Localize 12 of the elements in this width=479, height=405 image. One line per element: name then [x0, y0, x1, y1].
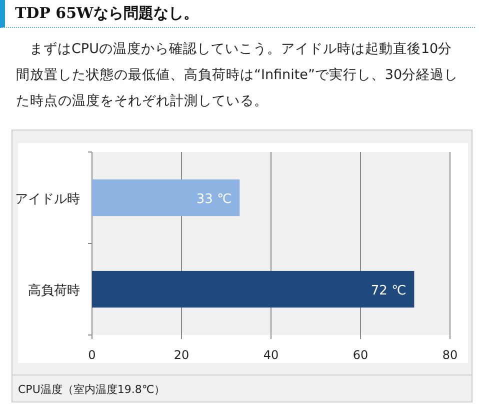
chart-subtitle: まずはCPUの温度から確認していこう。アイドル時は起動直後10分間放置した状態の最低値、高負荷時は“Infinite”で実行し、30分経過した時点の温度をそれぞれ計測している。 — [16, 40, 460, 111]
y-tick-label: アイドル時 — [15, 192, 80, 207]
y-tick-label: 高負荷時 — [28, 282, 80, 298]
x-tick-label: 60 — [352, 348, 368, 362]
text: CPU温度（室内温度19.8℃） — [18, 383, 166, 396]
data-label: 72 ℃ — [370, 283, 406, 298]
x-tick-label: 20 — [174, 348, 190, 362]
x-tick-label: 40 — [263, 348, 279, 362]
data-label: 33 ℃ — [196, 192, 232, 207]
chart-title: TDP 65Wなら問題なし。 — [0, 0, 475, 28]
x-tick-label: 80 — [442, 348, 458, 362]
x-tick-label: 0 — [88, 348, 96, 362]
